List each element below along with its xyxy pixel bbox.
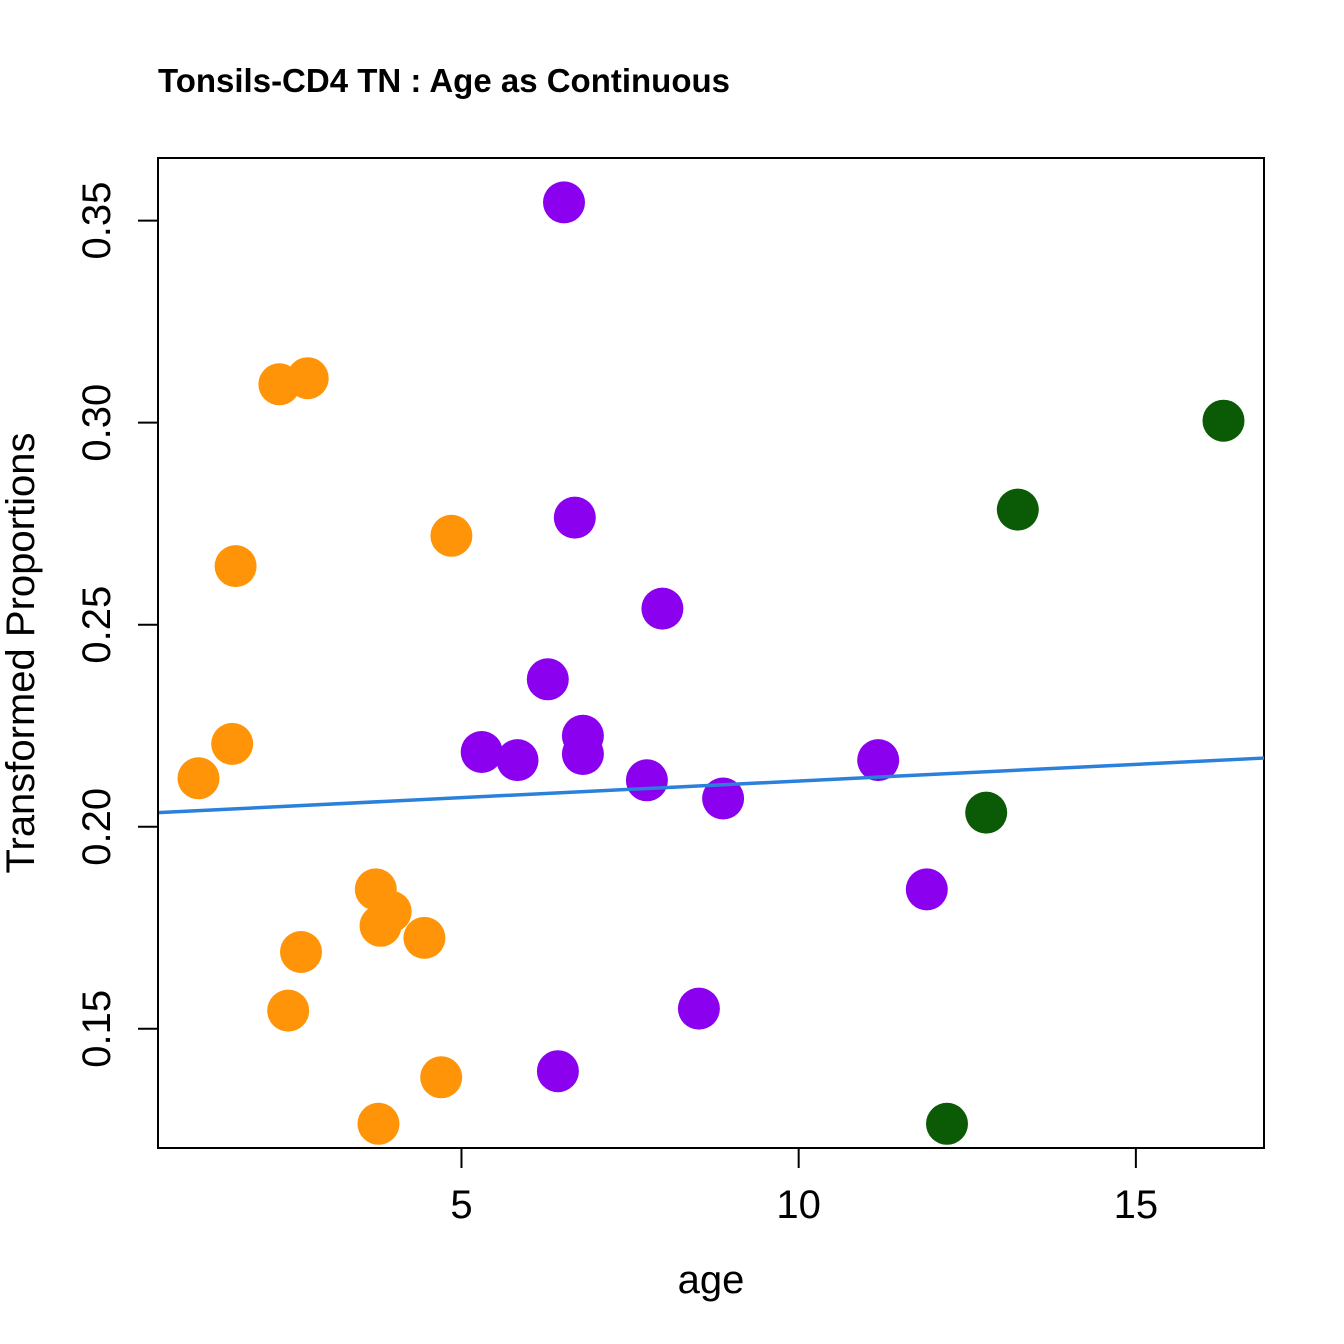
data-point-middle-14: [536, 1050, 579, 1093]
data-point-young-5: [286, 357, 329, 400]
data-point-young-14: [357, 1102, 400, 1145]
y-tick-label: 0.35: [75, 182, 119, 260]
data-point-older-2: [996, 488, 1039, 531]
points-layer: [177, 181, 1245, 1145]
data-point-middle-6: [561, 733, 604, 775]
y-axis-label: Transformed Proportions: [0, 433, 43, 874]
data-point-middle-12: [905, 868, 948, 911]
data-point-young-6: [267, 989, 310, 1032]
x-tick-label: 5: [450, 1183, 472, 1227]
data-point-middle-4: [526, 658, 569, 701]
data-point-young-2: [211, 722, 254, 765]
y-tick-label: 0.20: [75, 788, 119, 866]
fit-line-layer: [157, 756, 1265, 815]
x-axis: 5 10 15: [450, 1147, 1159, 1227]
data-point-middle-13: [677, 987, 720, 1030]
data-point-middle-2: [553, 496, 596, 539]
data-point-middle-11: [857, 739, 900, 782]
data-point-middle-8: [496, 739, 539, 782]
data-point-middle-1: [543, 181, 585, 224]
data-point-middle-9: [625, 759, 668, 802]
data-point-older-3: [965, 791, 1008, 834]
y-tick-label: 0.15: [75, 990, 119, 1068]
x-tick-label: 10: [776, 1183, 821, 1227]
y-tick-label: 0.25: [75, 586, 119, 664]
y-axis: 0.15 0.20 0.25 0.30 0.35: [75, 182, 159, 1068]
regression-line: [157, 756, 1265, 815]
data-point-young-1: [177, 757, 220, 800]
data-point-middle-7: [460, 731, 503, 773]
data-point-middle-3: [641, 587, 684, 630]
data-point-older-4: [926, 1102, 968, 1145]
data-point-young-7: [280, 931, 322, 973]
data-point-young-11: [403, 916, 446, 959]
data-point-young-12: [430, 514, 473, 557]
data-point-young-10: [359, 904, 402, 947]
y-tick-label: 0.30: [75, 384, 119, 462]
data-point-older-1: [1202, 399, 1245, 442]
x-tick-label: 15: [1114, 1183, 1159, 1227]
data-point-young-3: [214, 545, 257, 588]
data-point-middle-10: [702, 777, 745, 820]
data-point-young-13: [420, 1056, 463, 1099]
x-axis-label: age: [678, 1258, 745, 1302]
chart-title: Tonsils-CD4 TN : Age as Continuous: [158, 62, 730, 99]
